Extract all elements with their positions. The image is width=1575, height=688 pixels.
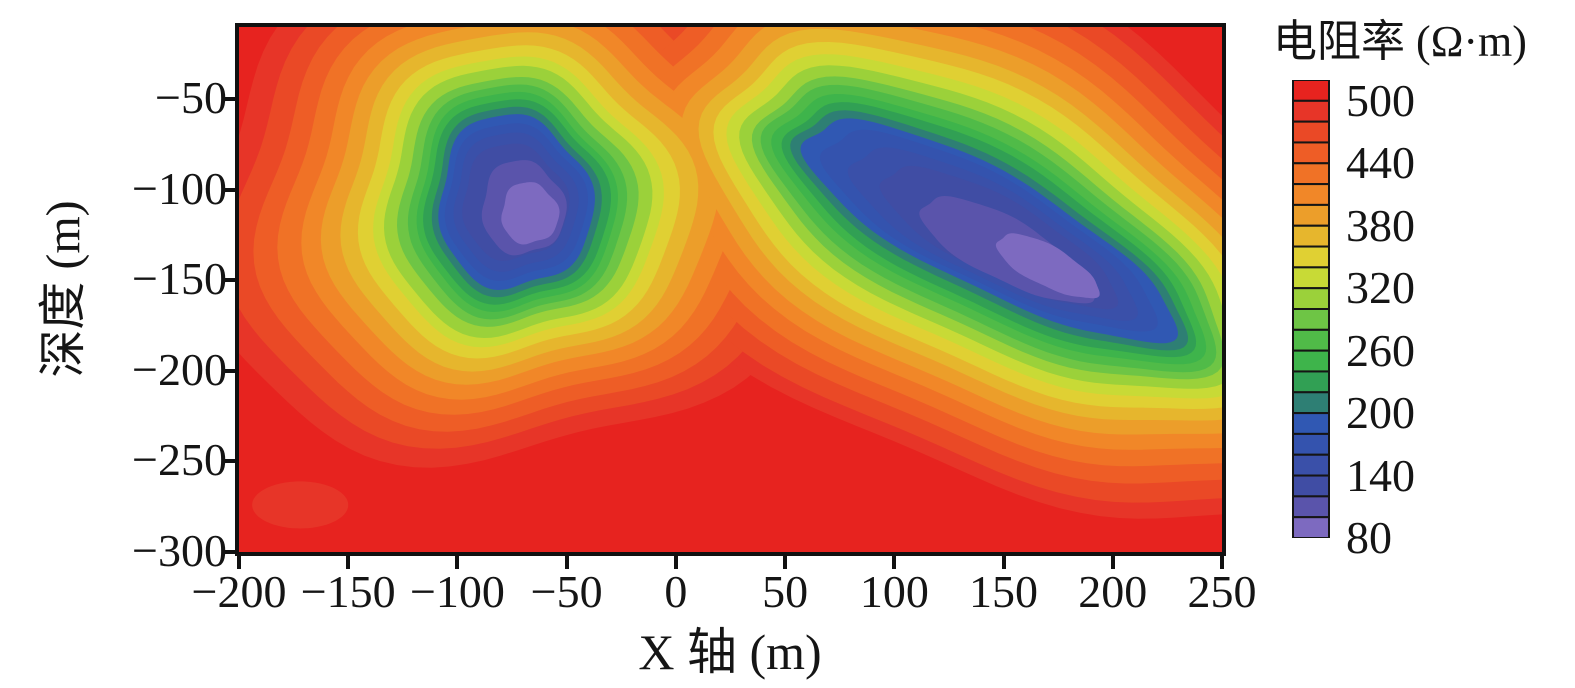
colorbar-cell: [1292, 453, 1330, 477]
background-patch-0: [252, 481, 349, 529]
colorbar-cell: [1292, 516, 1330, 538]
x-tick-mark: [564, 556, 569, 569]
colorbar-cell: [1292, 391, 1330, 415]
x-tick-label: −200: [191, 566, 287, 617]
x-tick-label: 150: [969, 566, 1039, 617]
colorbar-cell: [1292, 412, 1330, 435]
colorbar-cell: [1292, 349, 1330, 373]
colorbar-tick-label: 140: [1346, 449, 1415, 501]
colorbar-cell: [1292, 162, 1330, 186]
contour-plot: [239, 27, 1222, 552]
y-tick-label: −200: [132, 343, 227, 395]
y-tick-mark: [222, 278, 235, 283]
y-tick-label: −50: [155, 72, 227, 124]
colorbar-cell: [1292, 224, 1330, 248]
x-tick-mark: [346, 556, 351, 569]
x-tick-label: −100: [409, 566, 505, 617]
y-tick-mark: [222, 459, 235, 464]
colorbar-cell: [1292, 432, 1330, 456]
colorbar-cell: [1292, 245, 1330, 269]
x-tick-label: 50: [762, 566, 809, 617]
x-tick-mark: [455, 556, 460, 569]
colorbar-cell: [1292, 141, 1330, 165]
y-tick-mark: [222, 368, 235, 373]
colorbar-cell: [1292, 328, 1330, 352]
colorbar-cell: [1292, 266, 1330, 290]
colorbar-cell: [1292, 287, 1330, 310]
colorbar-tick-label: 380: [1346, 199, 1415, 251]
x-tick-mark: [1110, 556, 1115, 569]
x-tick-mark: [1220, 556, 1224, 569]
y-tick-mark: [222, 550, 235, 554]
y-tick-label: −250: [132, 434, 227, 486]
x-axis-title: X 轴 (m): [638, 624, 822, 680]
colorbar: [1292, 80, 1330, 538]
contour-band-anomaly1-100: [501, 182, 560, 245]
colorbar-cell: [1292, 120, 1330, 144]
colorbar-cell: [1292, 80, 1330, 102]
colorbar-tick-label: 440: [1346, 137, 1415, 189]
colorbar-tick-label: 200: [1346, 387, 1415, 439]
x-tick-mark: [783, 556, 788, 569]
colorbar-tick-label: 320: [1346, 262, 1415, 314]
plot-area: [235, 23, 1226, 556]
colorbar-cell: [1292, 183, 1330, 206]
y-tick-label: −300: [132, 525, 227, 576]
colorbar-cell: [1292, 495, 1330, 519]
x-tick-label: 250: [1187, 566, 1257, 617]
colorbar-tick-label: 260: [1346, 324, 1415, 376]
x-tick-label: 100: [859, 566, 929, 617]
y-tick-label: −100: [132, 162, 227, 214]
x-tick-label: −50: [530, 566, 603, 617]
colorbar-cell: [1292, 203, 1330, 227]
x-tick-label: −150: [300, 566, 396, 617]
y-tick-label: −150: [132, 253, 227, 305]
x-tick-mark: [237, 556, 241, 569]
colorbar-cell: [1292, 99, 1330, 123]
x-tick-label: 0: [664, 566, 688, 617]
colorbar-cell: [1292, 370, 1330, 394]
x-tick-mark: [892, 556, 897, 569]
colorbar-tick-label: 80: [1346, 512, 1392, 563]
colorbar-tick-label: 500: [1346, 74, 1415, 126]
y-tick-mark: [222, 97, 235, 102]
contour-band-anomaly2-100: [995, 233, 1100, 299]
colorbar-cell: [1292, 308, 1330, 331]
colorbar-title: 电阻率 (Ω·m): [1273, 17, 1527, 66]
colorbar-cell: [1292, 474, 1330, 498]
x-tick-label: 200: [1078, 566, 1148, 617]
x-tick-mark: [1001, 556, 1006, 569]
y-tick-mark: [222, 187, 235, 192]
x-tick-mark: [673, 556, 678, 569]
